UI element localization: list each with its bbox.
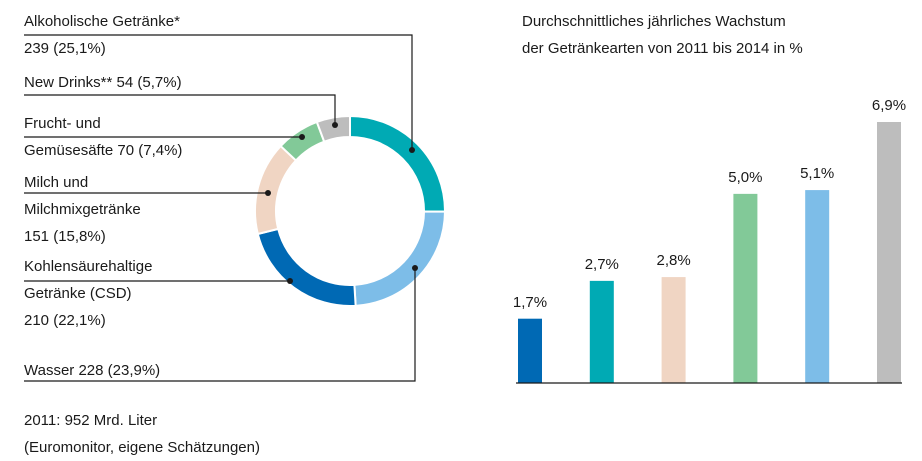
segment-value: 228 (23,9%) [78,362,161,379]
bar-value: 6,9% [871,97,907,114]
donut-segment [254,144,298,236]
segment-label: Kohlensäurehaltige Getränke (CSD) 210 (22… [24,253,152,334]
leader-dot [412,265,418,271]
segment-value: 151 (15,8%) [24,228,106,245]
segment-name: New Drinks** [24,74,113,91]
segment-name: Milch und Milchmixgetränke [24,174,141,218]
note-text: 2011: 952 Mrd. Liter [24,412,158,429]
segment-label: Frucht- und Gemüsesäfte 70 (7,4%) [24,110,182,164]
segment-label: New Drinks** 54 (5,7%) [24,69,182,96]
segment-name: Kohlensäurehaltige Getränke (CSD) [24,258,153,302]
segment-name: Frucht- und Gemüsesäfte [24,115,114,159]
leader-dot [265,190,271,196]
bar-value-label: 5,0% [715,164,775,191]
leader-line [24,34,413,150]
segment-value: 239 (25,1%) [24,40,106,57]
bar-value: 2,7% [584,255,619,273]
bar-value: 1,7% [512,293,548,311]
leader-dot [287,278,293,284]
segment-label: Alkoholische Getränke* 239 (25,1%) [24,8,180,62]
bar [877,122,901,383]
leader-dot [409,147,415,153]
donut-segment [256,227,357,307]
leader-dot [332,122,338,128]
bar [733,193,758,383]
chart-title: Durchschnittliches jährliches Wachstum d… [522,8,803,62]
bar [589,280,614,383]
bar-value: 5,1% [800,165,835,183]
segment-label: Milch und Milchmixgetränke 151 (15,8%) [24,169,141,250]
leader-line [24,268,416,382]
donut-segment [353,210,447,307]
bar [518,318,542,383]
leader-line [24,94,336,125]
donut-segment [349,114,446,213]
bar-value: 2,8% [656,252,691,270]
note: (Euromonitor, eigene Schätzungen) [24,434,260,461]
segment-label: Wasser 228 (23,9%) [24,357,160,384]
segment-value: 210 (22,1%) [24,312,106,329]
segment-name: Wasser [24,362,75,379]
note: 2011: 952 Mrd. Liter [24,407,157,434]
title-text: Durchschnittliches jährliches Wachstum d… [522,13,803,57]
bar [661,277,686,383]
segment-value: 54 (5,7%) [116,74,182,91]
bar-value: 5,0% [728,168,763,186]
bar-value-label: 1,7% [500,289,560,316]
bar [805,190,830,383]
bar-value-label: 6,9% [859,92,919,119]
segment-value: 70 (7,4%) [117,142,183,159]
bar-value-label: 5,1% [787,160,847,187]
leader-dot [299,134,305,140]
bar-value-label: 2,8% [644,247,704,274]
bar-value-label: 2,7% [572,251,632,278]
note-text: (Euromonitor, eigene Schätzungen) [24,439,260,456]
donut-segment [315,114,351,143]
segment-name: Alkoholische Getränke* [24,13,180,30]
